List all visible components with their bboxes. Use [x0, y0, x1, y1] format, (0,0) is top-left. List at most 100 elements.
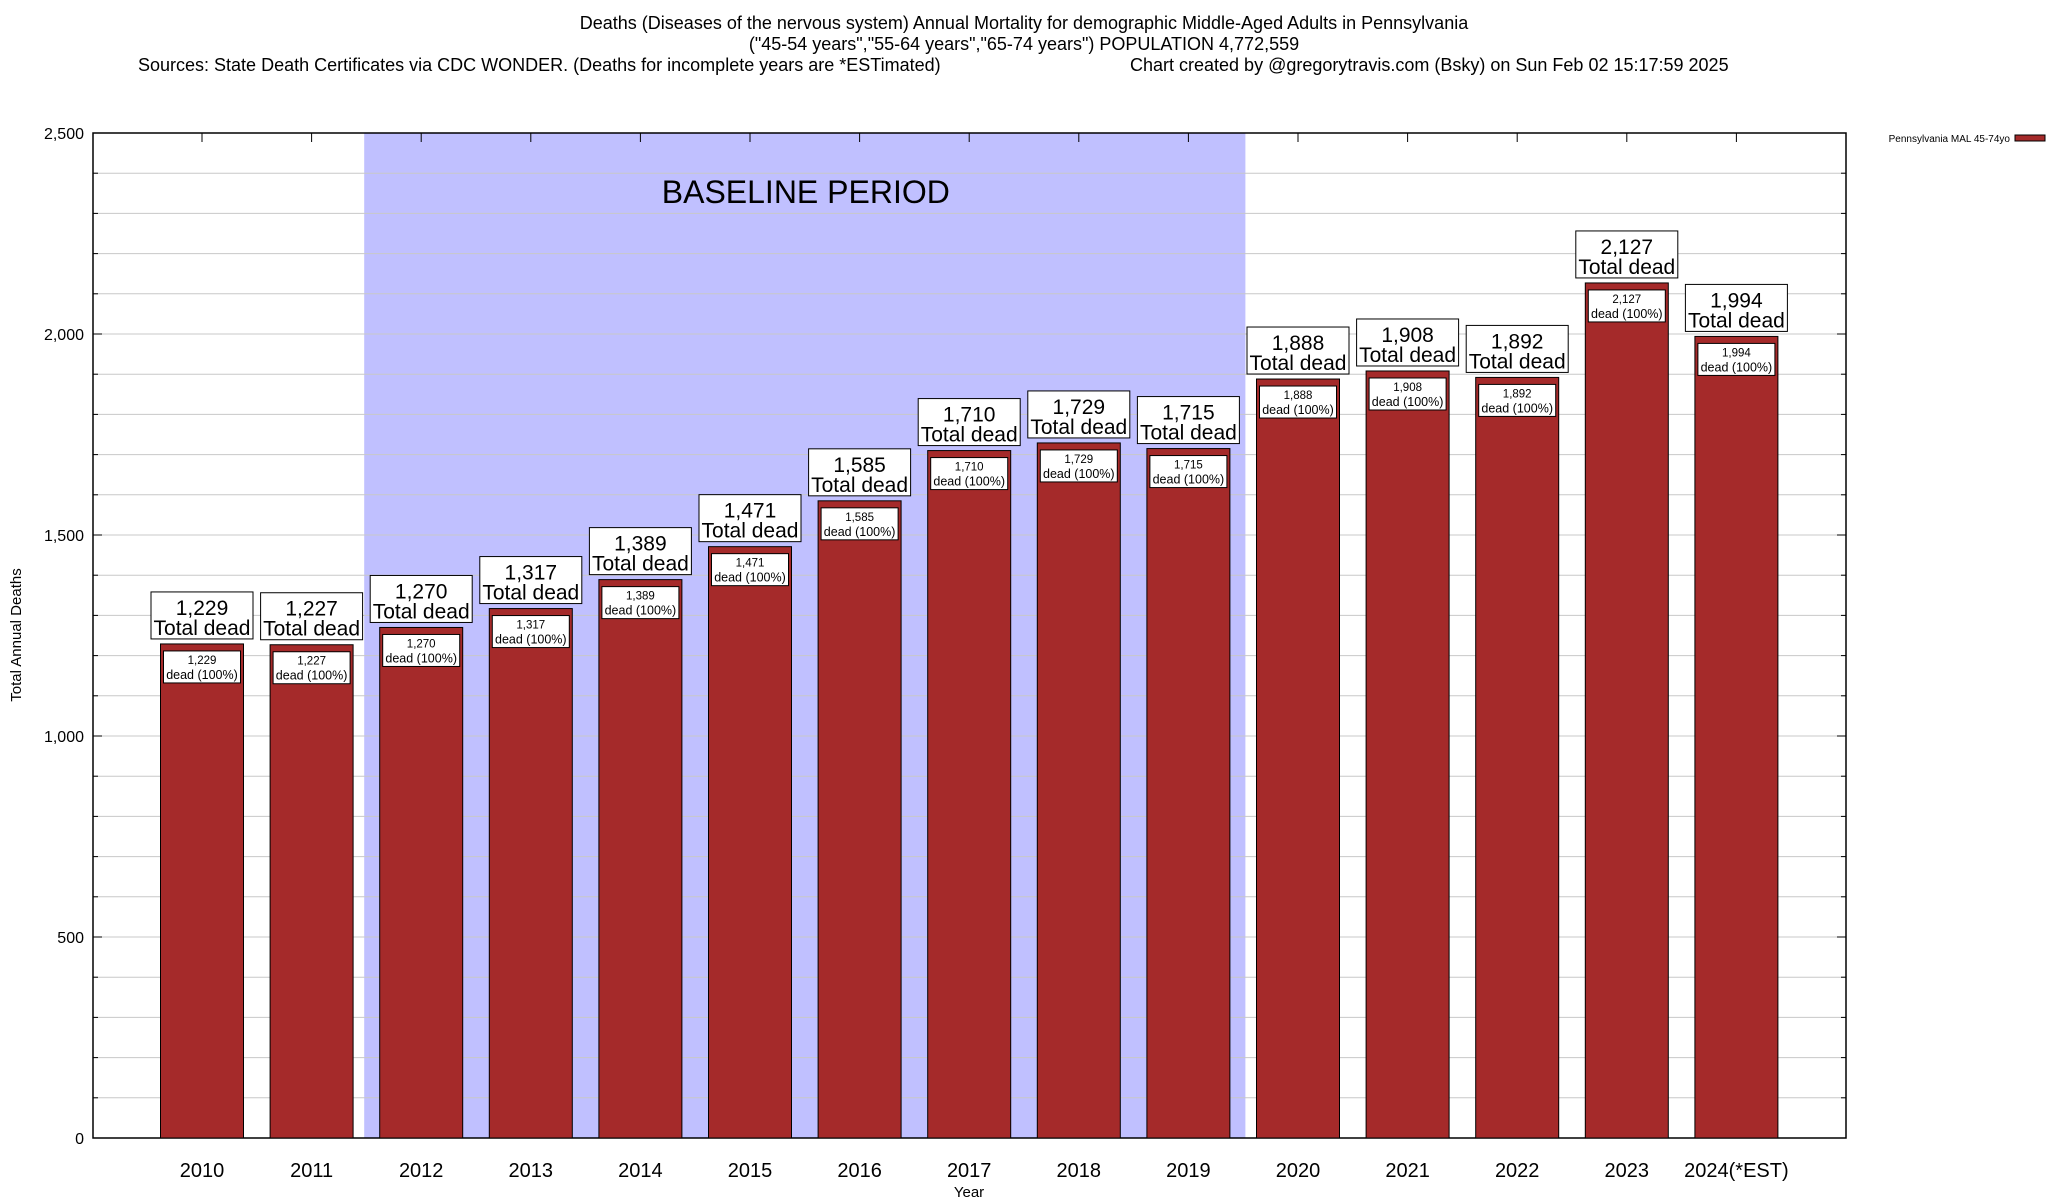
baseline-period-label: BASELINE PERIOD — [662, 174, 950, 210]
x-tick-label: 2010 — [180, 1160, 225, 1182]
bar-total-value: 1,888 — [1272, 332, 1325, 355]
bar-inner-value: 1,729 — [1064, 454, 1093, 466]
bar-total-label: Total dead — [702, 520, 799, 543]
y-tick-label: 1,500 — [44, 528, 84, 545]
x-tick-label: 2023 — [1605, 1160, 1650, 1182]
bar-inner-value: 1,389 — [626, 591, 655, 603]
bar-inner-value: 1,710 — [955, 462, 984, 474]
bar-inner-value: 1,994 — [1722, 347, 1751, 359]
bar-total-label-box — [917, 398, 1021, 447]
bar-total-label: Total dead — [154, 617, 251, 640]
bar-inner-value: 1,227 — [297, 656, 326, 668]
bar-total-value: 1,715 — [1162, 402, 1215, 425]
bar-total-value: 1,317 — [505, 562, 558, 585]
x-tick-label: 2011 — [290, 1160, 333, 1182]
bar-inner-label-box — [711, 553, 789, 587]
bar-total-label: Total dead — [592, 553, 689, 576]
chart-credit: Chart created by @gregorytravis.com (Bsk… — [1130, 55, 1729, 75]
bar-inner-label-box — [1587, 289, 1666, 323]
bar-inner-label-box — [1368, 377, 1447, 411]
bar-inner-value: 1,270 — [407, 638, 436, 650]
bar-total-label: Total dead — [921, 424, 1018, 447]
bar-total-value: 1,892 — [1491, 330, 1544, 353]
bar-total-label-box — [1246, 326, 1350, 375]
bar-total-label: Total dead — [263, 618, 360, 641]
bar-inner-value: 1,908 — [1393, 382, 1422, 394]
bar-inner-label: dead (100%) — [276, 669, 348, 683]
bar-inner-label-box — [382, 633, 461, 667]
chart-sources: Sources: State Death Certificates via CD… — [138, 55, 941, 75]
bar — [1036, 442, 1121, 1139]
y-axis-label: Total Annual Deaths — [8, 568, 25, 701]
x-axis-label: Year — [954, 1184, 984, 1200]
bar-total-label: Total dead — [1359, 344, 1456, 367]
bar-total-label-box — [1465, 324, 1569, 373]
bar-inner-label: dead (100%) — [1591, 307, 1663, 321]
bar-total-label: Total dead — [1140, 422, 1237, 445]
bar-total-value: 1,585 — [833, 454, 886, 477]
bar-total-value: 1,710 — [943, 404, 996, 427]
bar-inner-label-box — [601, 586, 680, 620]
bar-inner-label: dead (100%) — [495, 633, 567, 647]
bar-total-value: 1,729 — [1053, 396, 1106, 419]
bar-total-label: Total dead — [1030, 416, 1127, 439]
bar-total-label-box — [1684, 283, 1788, 332]
chart-title-line-2: ("45-54 years","55-64 years","65-74 year… — [748, 34, 1300, 54]
bar-total-value: 1,389 — [614, 533, 667, 556]
bar-total-label-box — [1575, 230, 1679, 279]
bar-inner-label-box — [163, 650, 241, 684]
bar-total-value: 1,471 — [724, 500, 777, 523]
bar-inner-value: 1,892 — [1503, 388, 1532, 400]
x-tick-label: 2017 — [947, 1160, 992, 1182]
bar-total-label-box — [698, 494, 802, 543]
x-tick-label: 2013 — [509, 1160, 554, 1182]
bar-total-label: Total dead — [1469, 350, 1566, 373]
bar-inner-label-box — [272, 651, 351, 685]
bar-inner-value: 1,715 — [1174, 460, 1203, 472]
x-tick-label: 2020 — [1276, 1160, 1321, 1182]
x-tick-label: 2015 — [728, 1160, 773, 1182]
bar-total-label-box — [260, 592, 364, 641]
bar-total-label-box — [150, 591, 254, 640]
bar-total-value: 2,127 — [1601, 236, 1654, 259]
bar-inner-label: dead (100%) — [605, 604, 677, 618]
bar-inner-label: dead (100%) — [1153, 473, 1225, 487]
bar-total-value: 1,270 — [395, 580, 448, 603]
bar-total-label-box — [1356, 318, 1460, 367]
bar-total-value: 1,229 — [176, 597, 229, 620]
bar-inner-label-box — [1478, 383, 1557, 417]
bar-inner-label: dead (100%) — [824, 525, 896, 539]
bar — [1694, 335, 1779, 1139]
bar-inner-label: dead (100%) — [1043, 467, 1115, 481]
y-tick-label: 0 — [75, 1131, 84, 1148]
bar-inner-value: 1,317 — [516, 620, 545, 632]
bar-total-value: 1,227 — [285, 598, 338, 621]
bar-total-value: 1,994 — [1710, 289, 1763, 312]
bar-inner-value: 2,127 — [1612, 294, 1641, 306]
bar-total-label-box — [1027, 390, 1131, 439]
bar-inner-label: dead (100%) — [933, 475, 1005, 489]
bar-inner-label: dead (100%) — [166, 668, 238, 682]
bar — [269, 644, 354, 1139]
y-tick-label: 1,000 — [44, 729, 84, 746]
bar-total-label: Total dead — [482, 582, 579, 605]
bar-inner-value: 1,585 — [845, 512, 874, 524]
x-tick-label: 2014 — [618, 1160, 663, 1182]
x-tick-label: 2022 — [1495, 1160, 1540, 1182]
bar — [927, 450, 1012, 1139]
bar-total-value: 1,908 — [1381, 324, 1434, 347]
legend-swatch — [2014, 134, 2046, 142]
y-tick-label: 500 — [57, 930, 84, 947]
chart-title-line-1: Deaths (Diseases of the nervous system) … — [579, 13, 1469, 33]
bar-inner-label-box — [1039, 449, 1118, 483]
bar-total-label: Total dead — [1688, 309, 1785, 332]
x-tick-label: 2018 — [1057, 1160, 1102, 1182]
bar — [488, 608, 573, 1139]
bar-total-label: Total dead — [373, 600, 470, 623]
bar — [1365, 370, 1450, 1139]
bar-inner-label-box — [930, 457, 1009, 491]
bar-total-label-box — [479, 556, 583, 605]
bar-inner-label: dead (100%) — [1262, 403, 1334, 417]
x-tick-label: 2012 — [399, 1160, 444, 1182]
